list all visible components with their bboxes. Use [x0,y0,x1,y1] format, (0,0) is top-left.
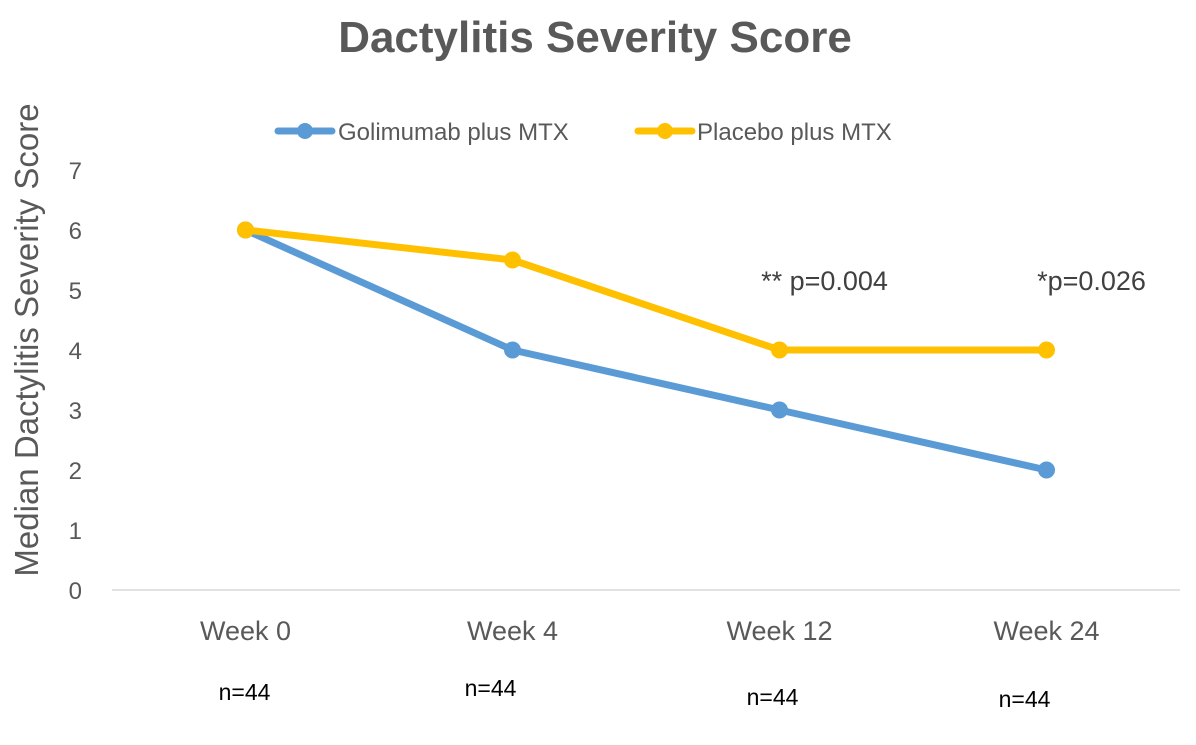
y-tick-label: 1 [69,518,82,545]
series-line-2 [242,226,1050,354]
data-point [237,221,254,239]
x-tick-label: Week 12 [726,616,832,646]
y-tick-label: 6 [69,218,82,245]
legend-marker [657,123,673,139]
y-tick-label: 7 [69,158,82,185]
series-layer [237,221,1055,479]
data-point [504,341,521,359]
y-tick-label: 3 [69,398,82,425]
x-tick-label: Week 24 [993,616,1099,646]
annotations: ** p=0.004 *p=0.026 [761,266,1146,296]
y-axis-ticks: 0 1 2 3 4 5 6 7 [69,158,82,605]
p-value-annotation: *p=0.026 [1037,266,1146,296]
data-point [1038,461,1055,479]
legend-label: Golimumab plus MTX [338,119,569,146]
sample-size-labels: n=44 n=44 n=44 n=44 [219,675,1051,712]
chart-title: Dactylitis Severity Score [338,13,852,62]
series-line-1 [242,226,1050,474]
data-point [771,401,788,419]
y-axis-label: Median Dactylitis Severity Score [8,103,45,576]
x-tick-label: Week 0 [200,616,291,646]
y-tick-label: 0 [69,578,82,605]
sample-size-label: n=44 [465,675,517,701]
legend-marker [297,123,313,139]
y-tick-label: 2 [69,458,82,485]
x-axis-ticks: Week 0 Week 4 Week 12 Week 24 [200,616,1100,646]
legend-label: Placebo plus MTX [697,119,892,146]
sample-size-label: n=44 [747,684,799,710]
y-tick-label: 5 [69,278,82,305]
data-point [771,341,788,359]
x-tick-label: Week 4 [467,616,558,646]
data-point [1038,341,1055,359]
p-value-annotation: ** p=0.004 [761,266,888,296]
y-tick-label: 4 [69,338,82,365]
sample-size-label: n=44 [999,686,1051,712]
data-point [504,251,521,269]
sample-size-label: n=44 [219,679,271,705]
legend: Golimumab plus MTX Placebo plus MTX [274,119,892,146]
